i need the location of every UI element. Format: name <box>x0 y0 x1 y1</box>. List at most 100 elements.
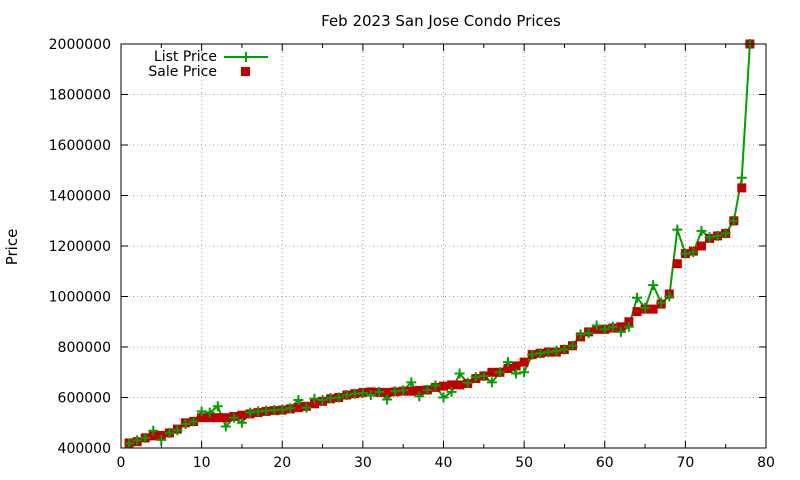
list-price-point <box>664 291 675 302</box>
y-tick-label: 1200000 <box>49 239 111 255</box>
list-price-point <box>559 344 570 355</box>
list-price-point <box>301 402 312 413</box>
sale-price-point <box>616 322 626 332</box>
y-tick-label: 1000000 <box>49 290 111 306</box>
sale-price-point <box>382 387 392 397</box>
sale-price-point <box>503 364 513 373</box>
list-price-point <box>446 386 457 397</box>
list-price-point <box>148 425 159 436</box>
sale-price-point <box>414 385 424 395</box>
sale-price-point <box>148 431 158 441</box>
list-price-point <box>575 329 586 340</box>
list-price-point <box>220 421 231 432</box>
list-price-point <box>470 372 481 383</box>
list-price-point <box>430 380 441 391</box>
list-price-point <box>607 321 618 332</box>
legend-label-sale-price: Sale Price <box>148 64 217 80</box>
legend-label-list-price: List Price <box>154 49 217 65</box>
sale-price-point <box>221 413 231 423</box>
list-price-point <box>382 394 393 405</box>
list-price-point <box>486 377 497 388</box>
list-price-point <box>503 357 513 368</box>
list-price-point <box>285 403 296 414</box>
list-price-point <box>672 224 683 235</box>
legend-marker-list-price <box>241 52 251 62</box>
x-tick-label: 60 <box>596 455 614 471</box>
list-price-point <box>245 407 255 418</box>
chart-title: Feb 2023 San Jose Condo Prices <box>321 12 561 30</box>
sale-price-point <box>519 357 529 367</box>
list-price-point <box>656 297 667 308</box>
list-price-point <box>374 386 384 397</box>
list-price-point <box>309 393 320 404</box>
list-price-point <box>519 367 530 378</box>
sale-price-point <box>213 413 223 423</box>
x-tick-label: 10 <box>193 455 211 471</box>
y-tick-label: 1600000 <box>49 138 111 154</box>
legend: List Price Sale Price <box>148 49 268 80</box>
y-tick-label: 1400000 <box>49 189 111 205</box>
list-price-point <box>156 434 167 445</box>
sale-price-point <box>648 304 658 314</box>
list-price-point <box>583 328 594 339</box>
grid <box>121 44 766 448</box>
sale-price-point <box>197 413 207 423</box>
sale-price-point <box>447 380 457 390</box>
list-price-point <box>438 392 449 403</box>
list-price-point <box>728 215 739 226</box>
list-price-point <box>648 280 659 291</box>
list-price-point <box>704 232 715 243</box>
list-price-point <box>333 392 344 403</box>
y-axis-label: Price <box>3 229 21 266</box>
list-price-point <box>212 401 223 412</box>
list-price-point <box>535 348 546 359</box>
list-price-point <box>341 390 352 400</box>
list-price-point <box>277 404 288 415</box>
sale-price-point <box>205 413 215 423</box>
list-price-point <box>180 419 191 429</box>
list-price-point <box>712 230 723 241</box>
list-price-point <box>567 340 578 351</box>
list-price-point <box>615 326 626 337</box>
x-tick-label: 0 <box>117 455 126 471</box>
sale-price-point <box>406 386 416 396</box>
list-price-point <box>196 406 207 417</box>
sale-price-point <box>697 241 706 251</box>
sale-price-point <box>455 380 465 390</box>
series-layer <box>124 39 755 449</box>
list-price-point <box>720 228 731 239</box>
list-price-point <box>132 435 143 446</box>
list-price-point <box>551 345 562 356</box>
x-tick-label: 20 <box>273 455 291 471</box>
list-price-point <box>406 377 417 388</box>
y-tick-label: 800000 <box>58 340 111 356</box>
list-price-point <box>236 417 247 428</box>
list-price-point <box>140 432 151 443</box>
list-price-point <box>599 324 610 335</box>
sale-price-point <box>439 381 448 391</box>
list-price-point <box>414 391 425 402</box>
y-tick-label: 1800000 <box>49 88 111 104</box>
list-price-point <box>172 425 183 436</box>
list-price-point <box>736 172 747 183</box>
y-tick-label: 2000000 <box>49 37 111 53</box>
x-tick-label: 30 <box>354 455 372 471</box>
legend-marker-sale-price <box>241 67 250 76</box>
list-price-point <box>317 395 328 405</box>
list-price-point <box>462 377 473 388</box>
sale-price-point <box>487 367 497 377</box>
list-price-point <box>365 390 376 400</box>
sale-price-point <box>737 183 747 193</box>
list-price-point <box>632 292 642 303</box>
sale-price-point <box>237 410 247 420</box>
x-tick-label: 70 <box>676 455 694 471</box>
list-price-point <box>680 248 691 259</box>
list-price-point <box>398 385 409 396</box>
list-price-point <box>228 412 239 423</box>
sale-price-point <box>632 307 642 317</box>
list-price-point <box>164 427 175 438</box>
list-price-point <box>454 368 465 379</box>
y-tick-label: 400000 <box>58 441 111 457</box>
